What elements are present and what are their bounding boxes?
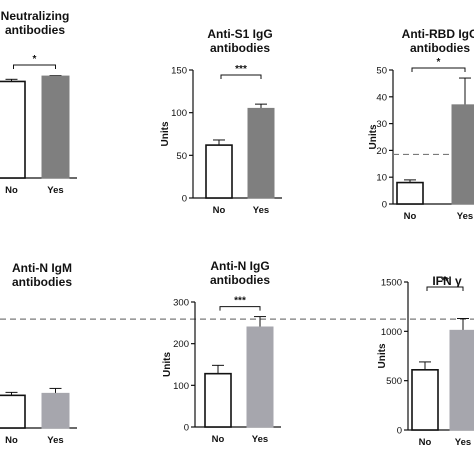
panel3-x-label-yes: Yes xyxy=(457,211,473,222)
panel6-x-label-yes: Yes xyxy=(455,437,471,448)
panel3-x-label-no: No xyxy=(404,211,417,222)
panel5-x-label-yes: Yes xyxy=(252,434,268,445)
panel2-bar-yes xyxy=(247,107,275,199)
panel3-significance-bracket xyxy=(411,67,466,73)
panel5-x-label-no: No xyxy=(212,434,225,445)
panel2-significance-label: *** xyxy=(235,64,247,75)
panel5-y-label: Units xyxy=(162,352,173,377)
panel5-title-line-1: Anti-N IgG xyxy=(210,259,269,273)
panel3-y-tick-label-0: 0 xyxy=(382,200,387,211)
panel6-y-tick-label-2: 1000 xyxy=(381,327,402,338)
panel1-x-label-no: No xyxy=(5,185,18,196)
panel3-title-line-2: antibodies xyxy=(410,41,470,55)
panel5-y-tick-label-0: 0 xyxy=(184,423,189,434)
panel4-x-label-yes: Yes xyxy=(47,435,63,446)
panel2-title-line-2: antibodies xyxy=(210,41,270,55)
panel5-bar-no xyxy=(204,372,232,428)
panel3-y-tick-label-4: 40 xyxy=(376,92,387,103)
panel5-y-tick-label-1: 100 xyxy=(173,381,189,392)
panel5-bar-yes xyxy=(246,326,274,428)
panel2-significance-bracket xyxy=(220,74,262,79)
panel6-title-line-1: IFN γ xyxy=(432,274,462,288)
panel6-significance-bracket xyxy=(426,286,464,291)
panel2-y-tick-label-0: 0 xyxy=(182,194,187,205)
panel4-x-label-no: No xyxy=(5,435,18,446)
panel4-title-line-1: Anti-N IgM xyxy=(12,261,72,275)
panel3-y-tick-label-1: 10 xyxy=(376,173,387,184)
panel4-bar-no xyxy=(0,394,26,429)
panel2-y-tick-label-3: 150 xyxy=(171,66,187,77)
panel6-significance-label: ** xyxy=(441,276,449,287)
panel3-y-label: Units xyxy=(368,124,379,149)
panel1-title-line-1: Neutralizing xyxy=(1,9,70,23)
panel3-bar-no xyxy=(396,181,424,205)
panel4-title-line-2: antibodies xyxy=(12,275,72,289)
panel3-title-line-1: Anti-RBD IgG xyxy=(402,27,474,41)
panel6-y-tick-label-0: 0 xyxy=(397,426,402,437)
panel5-significance-label: *** xyxy=(234,296,246,307)
panel2-x-label-no: No xyxy=(213,205,226,216)
panel5-y-tick-label-2: 200 xyxy=(173,339,189,350)
panel1-significance-bracket xyxy=(13,64,56,69)
panel1-significance-label: * xyxy=(33,54,37,65)
panel2-y-tick-label-2: 100 xyxy=(171,108,187,119)
panel6-x-label-no: No xyxy=(419,437,432,448)
panel3-significance-label: * xyxy=(437,57,441,68)
panel6-bar-no xyxy=(411,369,439,431)
panel2-y-tick-label-1: 50 xyxy=(176,151,187,162)
panel6-bar-yes xyxy=(449,329,474,431)
panel6-y-label: Units xyxy=(377,343,388,368)
panel6-y-tick-label-3: 1500 xyxy=(381,278,402,289)
panel2-x-label-yes: Yes xyxy=(253,205,269,216)
panel2-y-label: Units xyxy=(160,121,171,146)
panel1-title-line-2: antibodies xyxy=(5,23,65,37)
panel6-y-tick-label-1: 500 xyxy=(386,376,402,387)
panel3-y-tick-label-3: 30 xyxy=(376,119,387,130)
panel3-y-tick-label-2: 20 xyxy=(376,146,387,157)
panel1-x-label-yes: Yes xyxy=(47,185,63,196)
panel5-significance-bracket xyxy=(219,306,261,311)
panel1-bar-no xyxy=(0,80,26,179)
panel5-title-line-2: antibodies xyxy=(210,273,270,287)
panel3-y-tick-label-5: 50 xyxy=(376,66,387,77)
panel2-title-line-1: Anti-S1 IgG xyxy=(207,27,272,41)
panel1-bar-yes xyxy=(41,75,70,179)
panel2-bar-no xyxy=(205,144,233,199)
panel4-bar-yes xyxy=(41,392,70,429)
panel3-bar-yes xyxy=(451,104,474,205)
panel5-y-tick-label-3: 300 xyxy=(173,298,189,309)
